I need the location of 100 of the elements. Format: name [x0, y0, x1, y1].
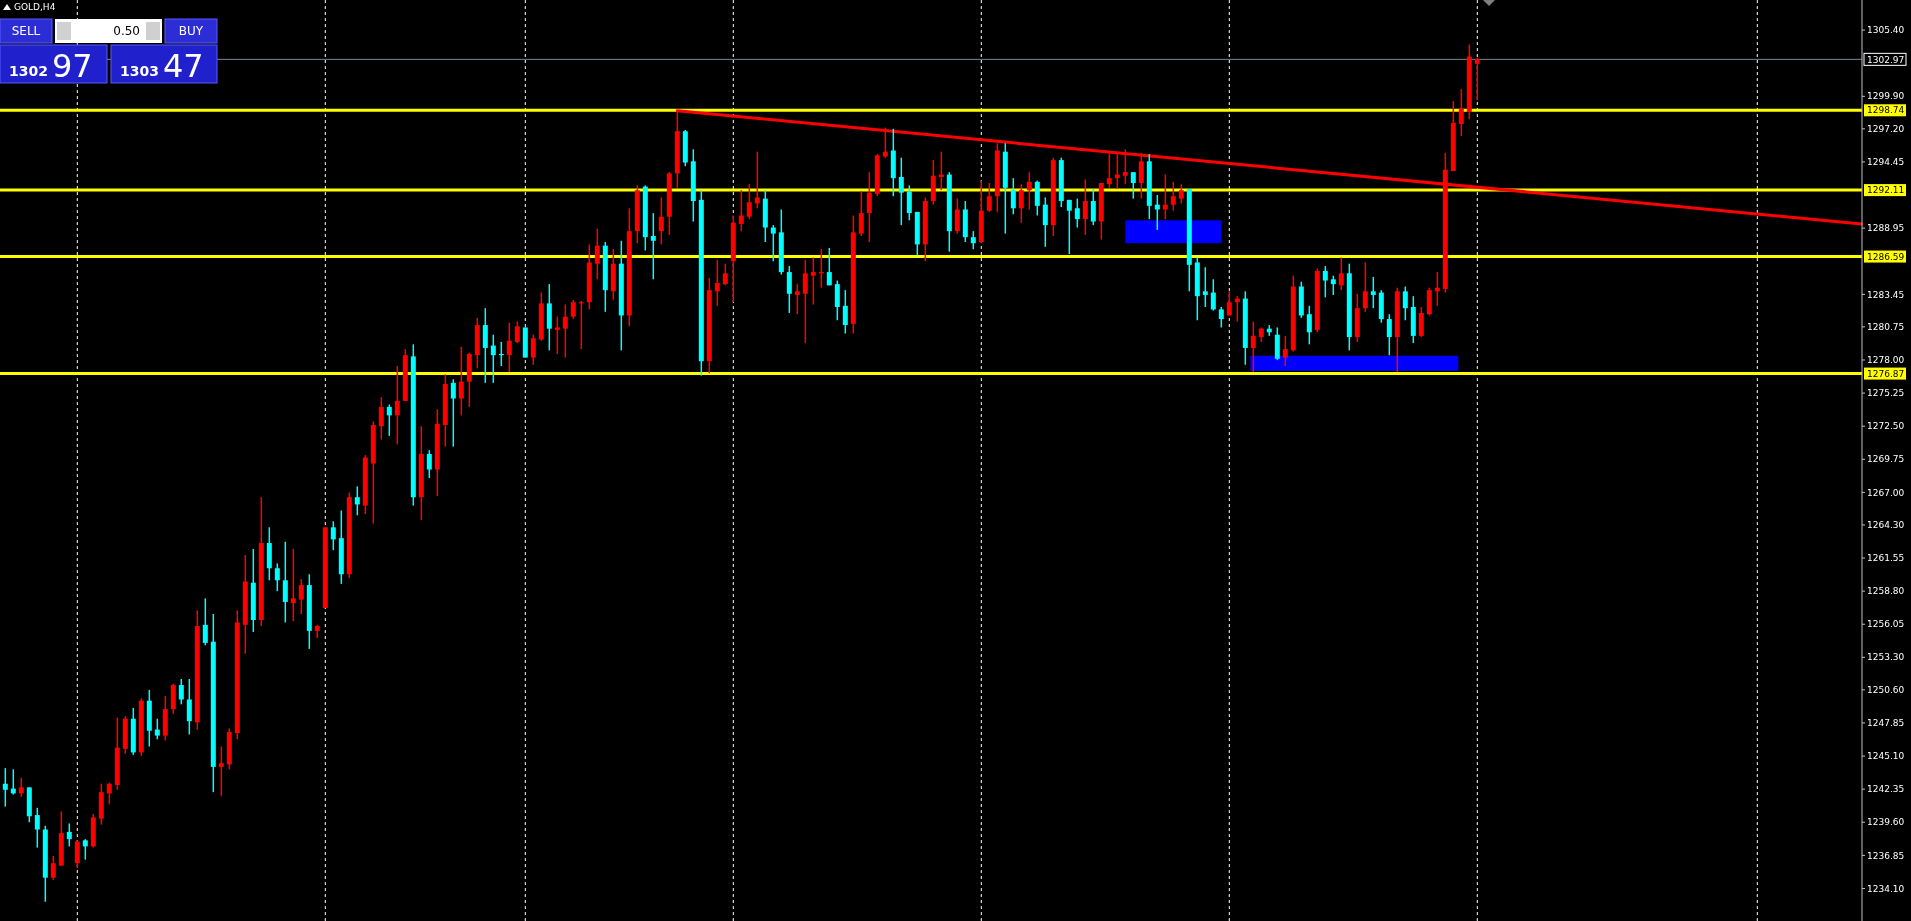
y-tick-label: 1242.35 [1867, 784, 1905, 795]
annotation: 1303 [120, 63, 159, 79]
candlestick [218, 745, 224, 797]
candlestick [1226, 290, 1232, 317]
y-tick-label: 1280.75 [1867, 322, 1905, 333]
candlestick [1338, 256, 1344, 291]
candlestick [1370, 276, 1376, 309]
candlestick [490, 333, 496, 384]
candlestick [970, 230, 976, 250]
candlestick [1386, 313, 1392, 356]
candlestick [1122, 148, 1128, 185]
candlestick [1018, 183, 1024, 224]
y-tick-label: 1234.10 [1867, 883, 1905, 894]
candlestick [866, 171, 872, 243]
candlestick [74, 839, 80, 869]
candlestick [562, 303, 568, 359]
candlestick [1218, 306, 1224, 329]
candlestick [378, 396, 384, 441]
candlestick [1474, 57, 1480, 101]
candlestick [1106, 152, 1112, 189]
y-tick-label: 1247.85 [1867, 718, 1905, 729]
y-tick-label: 1264.30 [1867, 520, 1905, 531]
candlestick [450, 378, 456, 448]
candlestick [386, 403, 392, 437]
y-tick-label: 1288.95 [1867, 223, 1905, 234]
candlestick [810, 256, 816, 306]
candlestick [178, 678, 184, 706]
candlestick [458, 345, 464, 417]
candlestick [1458, 88, 1464, 137]
candlestick [1210, 278, 1216, 312]
candlestick [594, 228, 600, 281]
y-tick-label: 1245.10 [1867, 751, 1905, 762]
candlestick [482, 307, 488, 384]
candlestick [1330, 274, 1336, 296]
candlestick [514, 320, 520, 344]
candlestick [290, 548, 296, 622]
candlestick [50, 855, 56, 881]
candlestick [722, 262, 728, 287]
candlestick [658, 196, 664, 246]
y-tick-label: 1269.75 [1867, 454, 1905, 465]
annotation: BUY [178, 24, 204, 39]
ref-line-label: 1298.74 [1867, 105, 1905, 116]
candlestick [282, 541, 288, 624]
candlestick [154, 717, 160, 740]
candlestick [1138, 152, 1144, 200]
candlestick [354, 485, 360, 517]
y-tick-label: 1278.00 [1867, 355, 1905, 366]
y-tick-label: 1294.45 [1867, 157, 1905, 168]
candlestick [754, 150, 760, 210]
annotation: 97 [52, 47, 93, 85]
candlestick [1090, 188, 1096, 226]
candlestick [1170, 181, 1176, 212]
y-tick-label: 1275.25 [1867, 388, 1905, 399]
candlestick [1066, 199, 1072, 255]
candlestick [82, 838, 88, 861]
candlestick [1322, 265, 1328, 299]
candlestick [714, 259, 720, 307]
candlestick [1130, 171, 1136, 200]
candlestick [858, 190, 864, 237]
candlestick [1082, 178, 1088, 236]
annotation: SELL [11, 24, 41, 39]
candlestick [1306, 305, 1312, 346]
ref-line-label: 1302.97 [1867, 54, 1905, 65]
candlestick [834, 279, 840, 321]
candlestick [1074, 197, 1080, 229]
candlestick [394, 365, 400, 445]
y-tick-label: 1305.40 [1867, 25, 1905, 36]
y-tick-label: 1261.55 [1867, 553, 1905, 564]
candlestick [882, 126, 888, 159]
candlestick [1250, 320, 1256, 373]
candlestick [794, 283, 800, 315]
candlestick [898, 156, 904, 226]
candlestick [298, 578, 304, 615]
y-tick-label: 1250.60 [1867, 685, 1905, 695]
candlestick [506, 321, 512, 373]
y-tick-label: 1283.45 [1867, 289, 1905, 300]
annotation: 0.50 [113, 24, 140, 39]
candlestick [738, 189, 744, 232]
y-tick-label: 1272.50 [1867, 421, 1905, 432]
candlestick [1010, 177, 1016, 216]
y-tick-label: 1256.05 [1867, 619, 1905, 630]
ref-line-label: 1286.59 [1867, 251, 1905, 262]
candlestick [802, 259, 808, 344]
annotation: GOLD,H4 [14, 2, 56, 12]
candlestick [106, 781, 112, 805]
candlestick [1402, 285, 1408, 321]
candlestick [202, 597, 208, 647]
candlestick [1178, 183, 1184, 205]
candlestick [554, 315, 560, 355]
candlestick [186, 678, 192, 736]
y-tick-label: 1297.20 [1867, 123, 1905, 134]
candlestick [274, 562, 280, 592]
candlestick [330, 520, 336, 551]
candlestick [1026, 171, 1032, 211]
candlestick [906, 184, 912, 222]
candlestick [18, 776, 24, 798]
candlestick [746, 183, 752, 220]
y-tick-label: 1267.00 [1867, 487, 1905, 498]
candlestick [426, 449, 432, 479]
candlestick [1042, 196, 1048, 248]
